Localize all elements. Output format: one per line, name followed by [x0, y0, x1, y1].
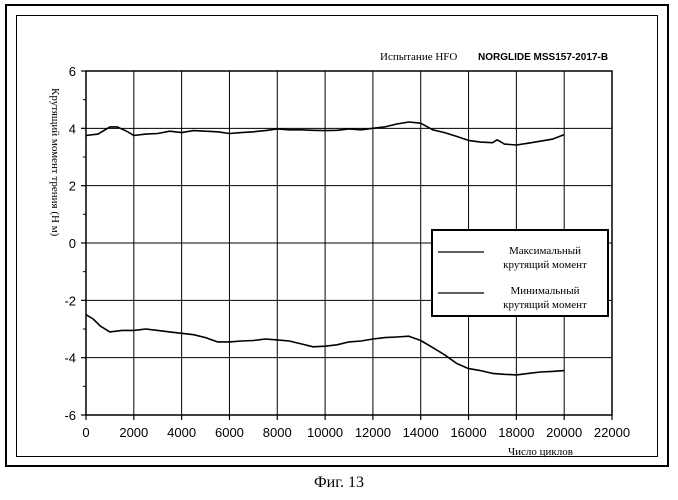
legend-label-min-line2: крутящий момент — [503, 299, 587, 311]
y-tick-label: 4 — [69, 121, 76, 136]
y-tick-label: 6 — [69, 64, 76, 79]
x-tick-label: 18000 — [498, 425, 534, 440]
x-tick-label: 0 — [82, 425, 89, 440]
y-tick-label: 0 — [69, 236, 76, 251]
y-tick-label: -6 — [64, 408, 76, 423]
y-tick-label: 2 — [69, 179, 76, 194]
chart-subtitle: NORGLIDE MSS157-2017-B — [478, 52, 608, 63]
legend-label-max-line2: крутящий момент — [503, 259, 587, 271]
x-tick-label: 4000 — [167, 425, 196, 440]
figure-caption: Фиг. 13 — [0, 474, 678, 492]
legend-label-min-line1: Минимальный — [511, 285, 580, 297]
x-tick-label: 14000 — [403, 425, 439, 440]
x-tick-label: 8000 — [263, 425, 292, 440]
chart-title: Испытание HFO — [380, 51, 457, 63]
y-tick-label: -4 — [64, 351, 76, 366]
x-tick-label: 6000 — [215, 425, 244, 440]
x-tick-label: 2000 — [119, 425, 148, 440]
x-tick-label: 12000 — [355, 425, 391, 440]
x-tick-label: 20000 — [546, 425, 582, 440]
y-axis-label: Крутящий момент трения (Н м) — [49, 88, 61, 237]
legend: Максимальный крутящий момент Минимальный… — [432, 230, 608, 316]
x-tick-label: 16000 — [450, 425, 486, 440]
chart: 0 2000 4000 6000 8000 10000 12000 14000 16000 180… — [0, 0, 678, 470]
x-axis-label: Число циклов — [508, 446, 573, 458]
x-tick-label: 10000 — [307, 425, 343, 440]
y-tick-label: -2 — [64, 293, 76, 308]
legend-label-max-line1: Максимальный — [509, 245, 581, 257]
x-tick-label: 22000 — [594, 425, 630, 440]
